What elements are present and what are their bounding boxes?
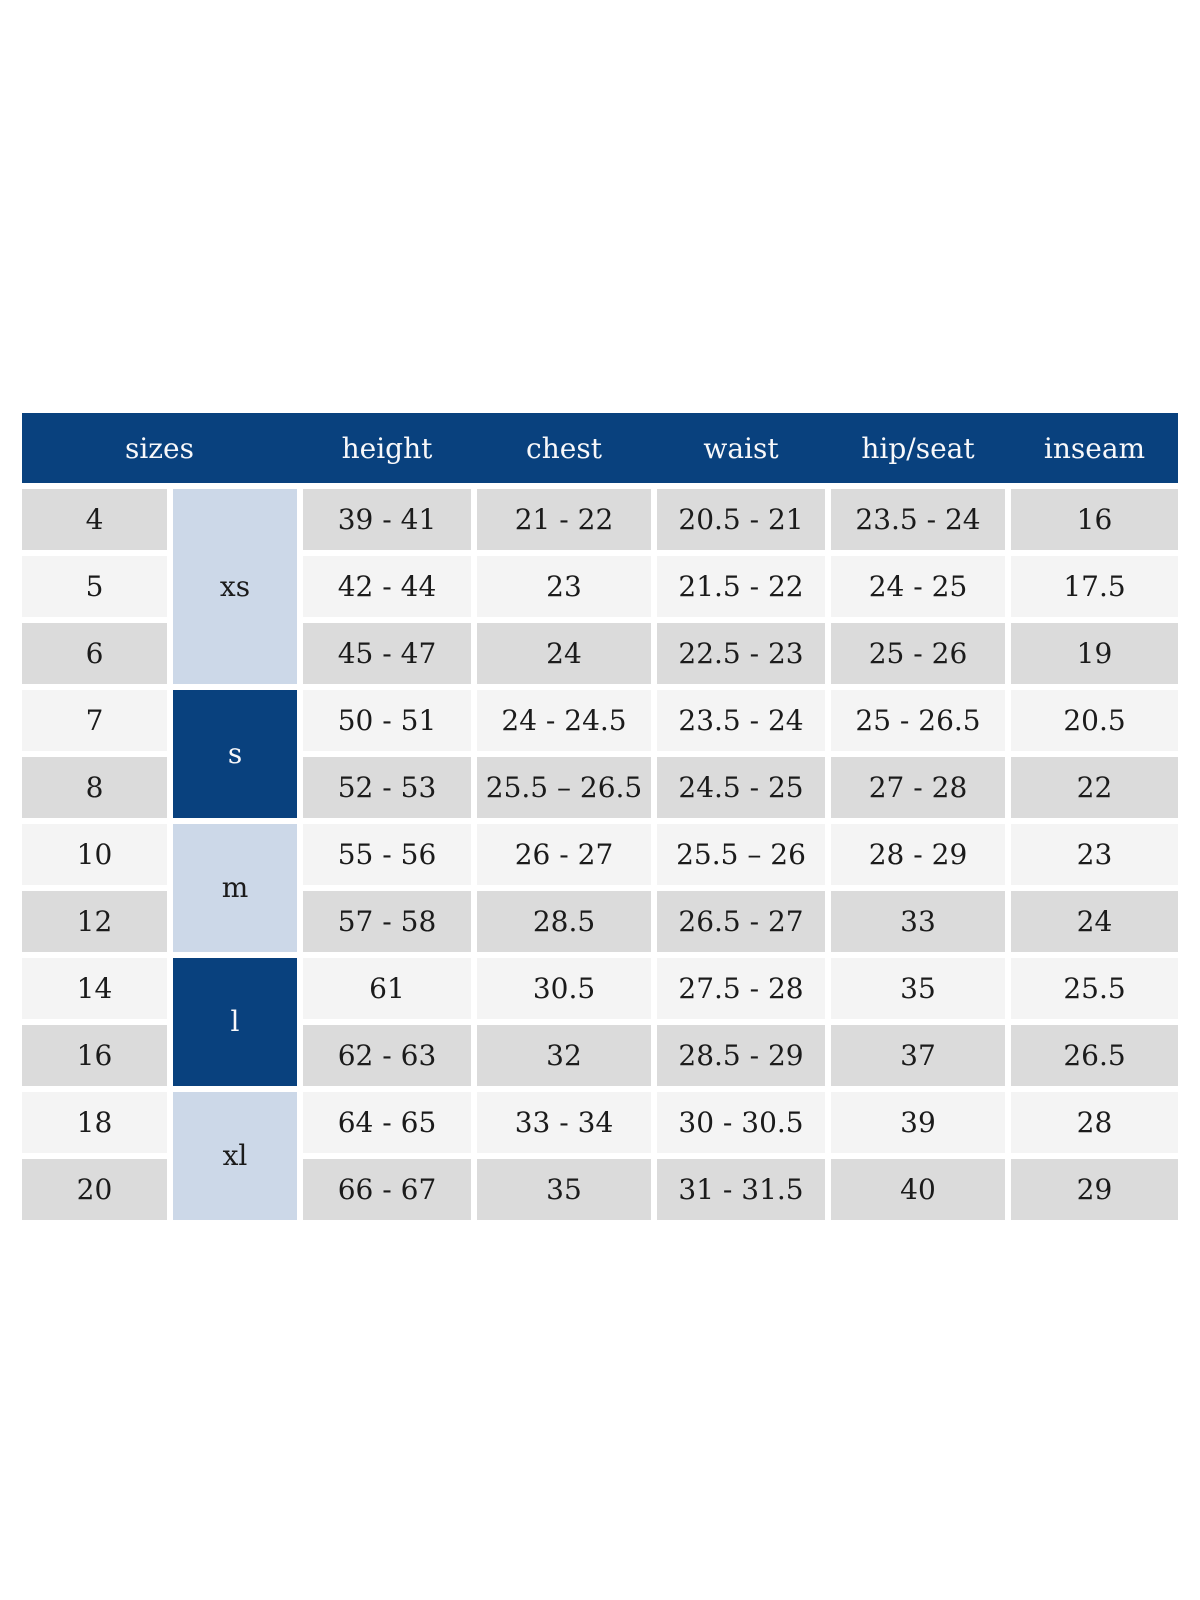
- inseam-cell: 29: [1011, 1159, 1178, 1220]
- size-cell: 6: [22, 623, 167, 684]
- height-cell: 57 - 58: [303, 891, 471, 952]
- chest-cell: 30.5: [477, 958, 651, 1019]
- size-cell: 10: [22, 824, 167, 885]
- size-cell: 12: [22, 891, 167, 952]
- table-header-row: sizes height chest waist hip/seat inseam: [22, 413, 1178, 483]
- chest-cell: 33 - 34: [477, 1092, 651, 1153]
- height-cell: 55 - 56: [303, 824, 471, 885]
- height-cell: 39 - 41: [303, 489, 471, 550]
- chest-cell: 35: [477, 1159, 651, 1220]
- waist-cell: 26.5 - 27: [657, 891, 825, 952]
- hip-seat-cell: 37: [831, 1025, 1005, 1086]
- size-cell: 20: [22, 1159, 167, 1220]
- waist-cell: 20.5 - 21: [657, 489, 825, 550]
- size-group-l: l: [173, 958, 297, 1086]
- column-header-hip-seat: hip/seat: [861, 431, 975, 465]
- hip-seat-cell: 24 - 25: [831, 556, 1005, 617]
- height-cell: 66 - 67: [303, 1159, 471, 1220]
- waist-cell: 25.5 – 26: [657, 824, 825, 885]
- height-cell: 45 - 47: [303, 623, 471, 684]
- column-header-waist: waist: [703, 431, 779, 465]
- size-cell: 4: [22, 489, 167, 550]
- chest-cell: 26 - 27: [477, 824, 651, 885]
- inseam-cell: 26.5: [1011, 1025, 1178, 1086]
- waist-cell: 30 - 30.5: [657, 1092, 825, 1153]
- chest-cell: 24: [477, 623, 651, 684]
- height-cell: 64 - 65: [303, 1092, 471, 1153]
- column-header-height: height: [341, 431, 433, 465]
- size-group-xs: xs: [173, 489, 297, 684]
- chest-cell: 21 - 22: [477, 489, 651, 550]
- size-group-s: s: [173, 690, 297, 818]
- size-group-xl: xl: [173, 1092, 297, 1220]
- hip-seat-cell: 27 - 28: [831, 757, 1005, 818]
- waist-cell: 21.5 - 22: [657, 556, 825, 617]
- hip-seat-cell: 28 - 29: [831, 824, 1005, 885]
- size-cell: 8: [22, 757, 167, 818]
- inseam-cell: 23: [1011, 824, 1178, 885]
- column-header-inseam: inseam: [1043, 431, 1146, 465]
- size-cell: 18: [22, 1092, 167, 1153]
- hip-seat-cell: 33: [831, 891, 1005, 952]
- height-cell: 42 - 44: [303, 556, 471, 617]
- chest-cell: 25.5 – 26.5: [477, 757, 651, 818]
- height-cell: 62 - 63: [303, 1025, 471, 1086]
- inseam-cell: 20.5: [1011, 690, 1178, 751]
- inseam-cell: 22: [1011, 757, 1178, 818]
- chest-cell: 23: [477, 556, 651, 617]
- chest-cell: 32: [477, 1025, 651, 1086]
- inseam-cell: 24: [1011, 891, 1178, 952]
- waist-cell: 27.5 - 28: [657, 958, 825, 1019]
- column-header-sizes: sizes: [124, 431, 194, 465]
- chest-cell: 28.5: [477, 891, 651, 952]
- hip-seat-cell: 25 - 26: [831, 623, 1005, 684]
- hip-seat-cell: 25 - 26.5: [831, 690, 1005, 751]
- inseam-cell: 17.5: [1011, 556, 1178, 617]
- waist-cell: 31 - 31.5: [657, 1159, 825, 1220]
- size-cell: 5: [22, 556, 167, 617]
- inseam-cell: 25.5: [1011, 958, 1178, 1019]
- hip-seat-cell: 35: [831, 958, 1005, 1019]
- hip-seat-cell: 40: [831, 1159, 1005, 1220]
- height-cell: 61: [303, 958, 471, 1019]
- size-cell: 7: [22, 690, 167, 751]
- height-cell: 50 - 51: [303, 690, 471, 751]
- chest-cell: 24 - 24.5: [477, 690, 651, 751]
- waist-cell: 28.5 - 29: [657, 1025, 825, 1086]
- size-group-m: m: [173, 824, 297, 952]
- size-cell: 16: [22, 1025, 167, 1086]
- waist-cell: 23.5 - 24: [657, 690, 825, 751]
- hip-seat-cell: 23.5 - 24: [831, 489, 1005, 550]
- column-header-chest: chest: [526, 431, 602, 465]
- hip-seat-cell: 39: [831, 1092, 1005, 1153]
- waist-cell: 22.5 - 23: [657, 623, 825, 684]
- size-cell: 14: [22, 958, 167, 1019]
- inseam-cell: 19: [1011, 623, 1178, 684]
- inseam-cell: 28: [1011, 1092, 1178, 1153]
- size-chart-table: sizes height chest waist hip/seat inseam…: [22, 413, 1178, 1220]
- height-cell: 52 - 53: [303, 757, 471, 818]
- inseam-cell: 16: [1011, 489, 1178, 550]
- waist-cell: 24.5 - 25: [657, 757, 825, 818]
